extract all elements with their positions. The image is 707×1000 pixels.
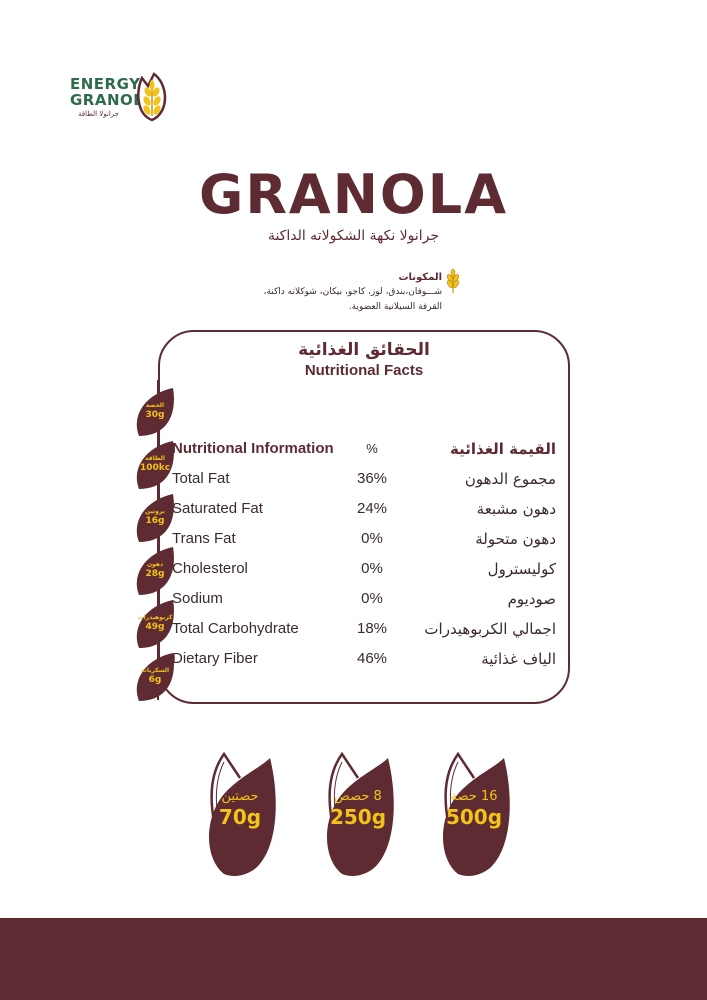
row-pct: 0% — [361, 560, 383, 577]
row-en: Dietary Fiber — [172, 650, 258, 667]
row-en: Cholesterol — [172, 560, 248, 577]
leaf-label: بروتين 16g — [135, 508, 175, 527]
table-row: Total Carbohydrate 18% اجمالي الكربوهيدرات — [172, 619, 556, 641]
row-en: Total Carbohydrate — [172, 620, 299, 637]
leaf-label: دهون 28g — [135, 561, 175, 580]
nutrient-leaf: كربوهيدرات 49g — [135, 598, 177, 650]
row-ar: صوديوم — [507, 590, 556, 608]
leaf-value: 30g — [145, 410, 165, 420]
row-en: Sodium — [172, 590, 223, 607]
pack-servings: حصتين — [221, 789, 259, 804]
wheat-logo-icon — [137, 72, 167, 122]
nutrient-leaf: الطاقة 100kc — [135, 439, 177, 491]
leaf-title: السكريات — [140, 667, 170, 674]
leaf-icon — [136, 388, 174, 436]
pack-label: 16 حصة 500g — [434, 788, 514, 829]
leaf-icon — [136, 494, 174, 542]
table-row: Saturated Fat 24% دهون مشبعة — [172, 499, 556, 521]
brand-line2: GRANOLA — [70, 91, 156, 109]
pack-size-leaf: حصتين 70g — [200, 748, 280, 878]
table-row: Dietary Fiber 46% الياف غذائية — [172, 649, 556, 671]
brand-line1: ENERGY — [70, 75, 141, 93]
leaf-icon — [136, 547, 174, 595]
leaf-title: الطاقة — [145, 455, 165, 462]
row-pct: 18% — [356, 620, 388, 637]
product-title: GRANOLA — [199, 163, 508, 226]
header-en: Nutritional Information — [172, 440, 334, 457]
card-title-arabic: الحقائق الغذائية — [298, 340, 430, 360]
brand-arabic: جرانولا الطاقة — [78, 110, 119, 118]
ingredients-line2: القرفة السيلانية العضوية. — [348, 302, 442, 312]
row-ar: اجمالي الكربوهيدرات — [424, 620, 556, 638]
row-pct: 0% — [361, 530, 383, 547]
pack-label: حصتين 70g — [200, 788, 280, 829]
leaf-value: 100kc — [139, 463, 171, 473]
row-ar: كوليسترول — [487, 560, 556, 578]
table-row: Trans Fat 0% دهون متحولة — [172, 529, 556, 551]
seed-leaf-icon — [209, 751, 276, 876]
pack-weight: 500g — [445, 805, 503, 829]
header-pct: % — [366, 441, 378, 456]
table-row: Cholesterol 0% كوليسترول — [172, 559, 556, 581]
leaf-label: الطاقة 100kc — [135, 455, 175, 474]
row-ar: دهون متحولة — [475, 530, 556, 548]
leaf-value: 6g — [148, 675, 162, 685]
pack-size-leaf: 16 حصة 500g — [434, 748, 514, 878]
leaf-value: 49g — [145, 622, 165, 632]
table-row: Total Fat 36% مجموع الدهون — [172, 469, 556, 491]
ingredients-line1: شـــوفان،بندق، لوز، كاجو، بيكان، شوكلاته… — [263, 287, 442, 297]
leaf-title: كربوهيدرات — [137, 614, 173, 621]
product-subtitle: جرانولا نكهة الشكولاته الداكنة — [267, 228, 440, 244]
wheat-icon — [446, 268, 460, 293]
leaf-icon — [136, 600, 174, 648]
pack-weight: 250g — [329, 805, 387, 829]
pack-servings: 8 حصص — [334, 789, 382, 804]
ingredients: المكونات شـــوفان،بندق، لوز، كاجو، بيكان… — [222, 270, 442, 315]
row-ar: مجموع الدهون — [464, 470, 556, 488]
header-ar: القيمة الغذائية — [450, 440, 556, 458]
row-ar: الياف غذائية — [481, 650, 556, 668]
footer-band — [0, 918, 707, 1000]
seed-leaf-icon — [327, 751, 394, 876]
row-en: Total Fat — [172, 470, 230, 487]
row-en: Trans Fat — [172, 530, 236, 547]
leaf-value: 16g — [145, 516, 165, 526]
leaf-icon — [136, 441, 174, 489]
leaf-title: الحصة — [145, 402, 165, 409]
leaf-label: كربوهيدرات 49g — [135, 614, 175, 633]
table-row: Sodium 0% صوديوم — [172, 589, 556, 611]
leaf-title: بروتين — [145, 508, 165, 515]
pack-size-leaf: 8 حصص 250g — [318, 748, 398, 878]
leaf-label: الحصة 30g — [135, 402, 175, 421]
leaf-label: السكريات 6g — [135, 667, 175, 686]
seed-leaf-icon — [443, 751, 510, 876]
row-en: Saturated Fat — [172, 500, 263, 517]
row-pct: 0% — [361, 590, 383, 607]
row-pct: 36% — [356, 470, 388, 487]
leaf-title: دهون — [146, 561, 164, 568]
nutrient-leaf: السكريات 6g — [135, 651, 177, 703]
pack-label: 8 حصص 250g — [318, 788, 398, 829]
pack-weight: 70g — [218, 805, 262, 829]
row-ar: دهون مشبعة — [476, 500, 556, 518]
nutrient-leaf: دهون 28g — [135, 545, 177, 597]
vine — [157, 380, 159, 700]
pack-servings: 16 حصة — [450, 789, 498, 804]
nutrient-leaf: الحصة 30g — [135, 386, 177, 438]
card-title-english: Nutritional Facts — [304, 362, 424, 379]
nutrient-leaf: بروتين 16g — [135, 492, 177, 544]
row-pct: 24% — [356, 500, 388, 517]
leaf-icon — [136, 653, 174, 701]
leaf-value: 28g — [145, 569, 165, 579]
ingredients-heading: المكونات — [398, 272, 442, 283]
brand-logo-text: ENERGY GRANOLA — [70, 76, 155, 108]
table-header: Nutritional Information % القيمة الغذائي… — [172, 439, 556, 461]
row-pct: 46% — [356, 650, 388, 667]
